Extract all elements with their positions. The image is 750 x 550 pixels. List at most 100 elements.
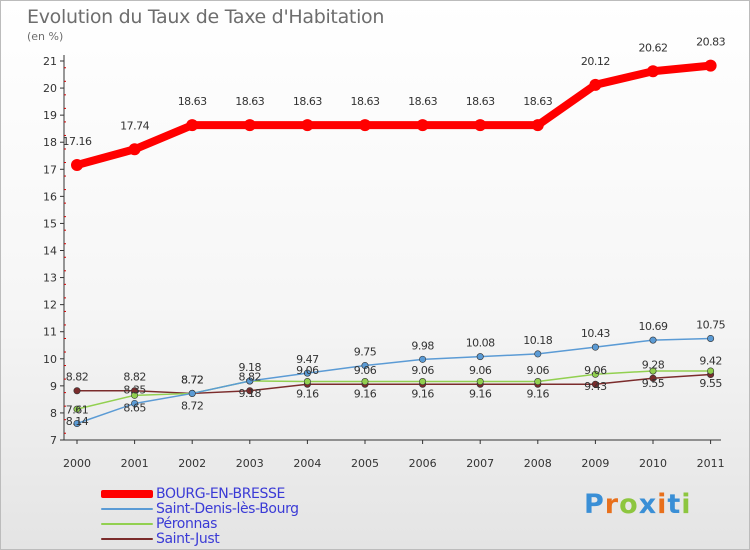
data-point: [73, 419, 81, 427]
data-label: 18.63: [235, 95, 264, 108]
data-label: 9.18: [239, 361, 262, 374]
data-label: 9.16: [354, 388, 377, 401]
y-tick-label: 13: [43, 272, 57, 285]
data-point: [534, 378, 542, 386]
data-point: [707, 367, 715, 375]
data-point: [131, 399, 139, 407]
legend-swatch: [101, 538, 153, 540]
series-line: [76, 337, 712, 425]
x-tick-label: 2004: [293, 457, 321, 470]
data-label: 18.63: [523, 95, 552, 108]
data-label: 20.83: [696, 36, 725, 49]
logo-letter: x: [638, 489, 658, 520]
data-label: 9.16: [411, 388, 434, 401]
data-point: [246, 387, 254, 395]
data-point: [71, 158, 83, 171]
data-point: [534, 350, 542, 358]
series-line: [73, 61, 715, 169]
logo-letter: t: [667, 489, 682, 520]
data-label: 17.74: [120, 119, 149, 132]
data-label: 9.06: [354, 364, 377, 377]
x-tick-label: 2010: [639, 457, 667, 470]
data-label: 9.43: [584, 380, 607, 393]
x-tick-label: 2005: [351, 457, 379, 470]
data-point: [649, 374, 657, 382]
data-label: 10.75: [696, 318, 725, 331]
data-label: 8.65: [123, 401, 146, 414]
data-point: [303, 369, 311, 377]
data-point: [649, 367, 657, 375]
data-point: [589, 78, 602, 91]
x-tick-label: 2002: [178, 457, 206, 470]
data-label: 9.06: [527, 364, 550, 377]
data-label: 9.18: [239, 387, 262, 400]
data-point: [128, 143, 141, 156]
data-point: [419, 378, 427, 386]
y-tick-label: 16: [43, 190, 57, 203]
data-label: 20.12: [581, 55, 610, 68]
legend: BOURG-EN-BRESSE Saint-Denis-lès-Bourg Pé…: [101, 487, 299, 547]
data-label: 8.82: [66, 371, 89, 384]
data-point: [649, 336, 657, 344]
legend-label: Péronnas: [156, 516, 217, 532]
data-label: 9.42: [699, 354, 722, 367]
data-point: [131, 391, 139, 399]
data-point: [476, 378, 484, 386]
data-label: 8.72: [181, 373, 204, 386]
data-label: 9.55: [699, 377, 722, 390]
data-label: 9.98: [411, 339, 434, 352]
legend-item-saint-just: Saint-Just: [101, 532, 299, 547]
data-label: 9.16: [296, 388, 319, 401]
data-label: 10.69: [639, 320, 668, 333]
data-point: [591, 370, 599, 378]
data-point: [476, 353, 484, 361]
legend-item-peronnas: Péronnas: [101, 517, 299, 532]
x-tick-label: 2007: [466, 457, 494, 470]
series-line: [76, 370, 712, 410]
data-point: [188, 389, 196, 397]
logo-letter: o: [619, 489, 639, 520]
legend-label: BOURG-EN-BRESSE: [156, 486, 285, 502]
legend-swatch: [101, 523, 153, 525]
data-label: 9.28: [642, 358, 665, 371]
data-label: 9.75: [354, 346, 377, 359]
data-label: 9.06: [411, 364, 434, 377]
data-label: 18.63: [408, 95, 437, 108]
y-tick-label: 7: [50, 434, 57, 447]
logo-letter: P: [584, 489, 605, 520]
data-point: [246, 377, 254, 385]
data-label: 8.82: [239, 371, 262, 384]
data-point: [531, 119, 544, 132]
data-point: [591, 343, 599, 351]
data-label: 9.16: [527, 388, 550, 401]
data-label: 7.61: [66, 403, 89, 416]
data-label: 8.14: [66, 415, 89, 428]
y-tick-label: 11: [43, 326, 57, 339]
data-label: 8.35: [123, 383, 146, 396]
y-tick-label: 10: [43, 353, 57, 366]
data-point: [73, 405, 81, 413]
data-point: [73, 387, 81, 395]
legend-swatch: [101, 490, 153, 498]
data-point: [647, 65, 659, 78]
data-point: [301, 119, 314, 132]
logo-letter: i: [681, 489, 692, 520]
y-tick-label: 9: [50, 380, 57, 393]
data-label: 9.06: [469, 364, 492, 377]
data-label: 9.06: [296, 364, 319, 377]
data-label: 17.16: [63, 135, 92, 148]
y-tick-label: 21: [43, 55, 57, 68]
y-tick-label: 20: [43, 82, 57, 95]
x-tick-label: 2000: [63, 457, 91, 470]
chart-title: Evolution du Taux de Taxe d'Habitation: [27, 6, 385, 28]
data-label: 18.63: [178, 95, 207, 108]
data-point: [243, 119, 256, 132]
data-point: [359, 119, 371, 132]
legend-label: Saint-Denis-lès-Bourg: [156, 501, 299, 517]
legend-item-saint-denis-les-bourg: Saint-Denis-lès-Bourg: [101, 502, 299, 517]
data-label: 18.63: [351, 95, 380, 108]
data-point: [186, 119, 199, 132]
data-label: 9.16: [469, 388, 492, 401]
logo-letter: r: [604, 489, 620, 520]
